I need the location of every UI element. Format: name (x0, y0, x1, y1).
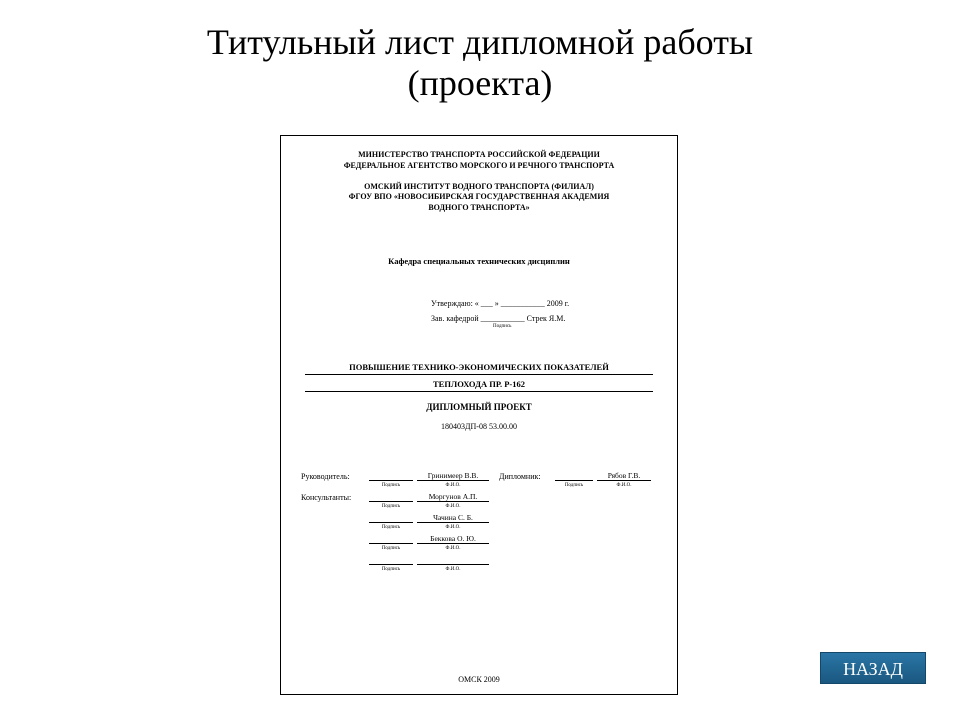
sig-sub-row: Подпись Ф.И.О. Подпись Ф.И.О. (301, 483, 657, 488)
institute-line2: ФГОУ ВПО «НОВОСИБИРСКАЯ ГОСУДАРСТВЕННАЯ … (301, 192, 657, 203)
ministry-line1: МИНИСТЕРСТВО ТРАНСПОРТА РОССИЙСКОЙ ФЕДЕР… (301, 150, 657, 161)
doc-header-institute: ОМСКИЙ ИНСТИТУТ ВОДНОГО ТРАНСПОРТА (ФИЛИ… (301, 182, 657, 214)
sig-row-consultant1: Консультанты: Моргунов А.П. (301, 492, 657, 502)
name-c1: Моргунов А.П. (417, 492, 489, 502)
sign-field (369, 514, 413, 523)
name-supervisor: Гринимеер В.В. (417, 471, 489, 481)
department-line: Кафедра специальных технических дисципли… (301, 256, 657, 266)
sig-sub-row: Подпись Ф.И.О. (301, 504, 657, 509)
sub-fio: Ф.И.О. (417, 504, 489, 509)
sub-fio: Ф.И.О. (417, 567, 489, 572)
title-line2: (проекта) (408, 63, 553, 103)
sign-field (555, 472, 593, 481)
sig-row-consultant3: Беккова О. Ю. (301, 534, 657, 544)
name-c4 (417, 555, 489, 565)
sig-row-consultant2: Чачина С. Б. (301, 513, 657, 523)
sign-field (369, 535, 413, 544)
role-supervisor: Руководитель: (301, 472, 369, 481)
sign-field (369, 472, 413, 481)
approve-sub: Подпись (431, 326, 657, 328)
sub-fio: Ф.И.О. (417, 483, 489, 488)
institute-line3: ВОДНОГО ТРАНСПОРТА» (301, 203, 657, 214)
approve-head-line: Зав. кафедрой ___________ Стрек Я.М. (431, 311, 657, 326)
slide-title: Титульный лист дипломной работы (проекта… (0, 0, 960, 105)
doc-code: 180403ДП-08 53.00.00 (301, 422, 657, 431)
name-c3: Беккова О. Ю. (417, 534, 489, 544)
sign-field (369, 493, 413, 502)
topic-line2: ТЕПЛОХОДА ПР. Р-162 (305, 375, 653, 392)
sub-sign: Подпись (369, 567, 413, 572)
sig-row-consultant4 (301, 555, 657, 565)
sub-sign: Подпись (369, 546, 413, 551)
sub-sign: Подпись (369, 483, 413, 488)
sub-fio: Ф.И.О. (417, 546, 489, 551)
doc-type: ДИПЛОМНЫЙ ПРОЕКТ (301, 402, 657, 412)
doc-footer: ОМСК 2009 (281, 675, 677, 684)
topic-line1: ПОВЫШЕНИЕ ТЕХНИКО-ЭКОНОМИЧЕСКИХ ПОКАЗАТЕ… (305, 362, 653, 375)
topic-block: ПОВЫШЕНИЕ ТЕХНИКО-ЭКОНОМИЧЕСКИХ ПОКАЗАТЕ… (301, 362, 657, 392)
doc-header-ministry: МИНИСТЕРСТВО ТРАНСПОРТА РОССИЙСКОЙ ФЕДЕР… (301, 150, 657, 172)
ministry-line2: ФЕДЕРАЛЬНОЕ АГЕНТСТВО МОРСКОГО И РЕЧНОГО… (301, 161, 657, 172)
sub-sign: Подпись (369, 525, 413, 530)
signatures-block: Руководитель: Гринимеер В.В. Дипломник: … (301, 471, 657, 572)
role-consultants: Консультанты: (301, 493, 369, 502)
approval-block: Утверждаю: « ___ » ___________ 2009 г. З… (301, 296, 657, 328)
sub-sign: Подпись (555, 483, 593, 488)
sig-sub-row: Подпись Ф.И.О. (301, 546, 657, 551)
name-student: Рябов Г.В. (597, 471, 651, 481)
back-button[interactable]: НАЗАД (820, 652, 926, 684)
document-preview: МИНИСТЕРСТВО ТРАНСПОРТА РОССИЙСКОЙ ФЕДЕР… (280, 135, 678, 695)
title-line1: Титульный лист дипломной работы (207, 22, 753, 62)
sig-sub-row: Подпись Ф.И.О. (301, 567, 657, 572)
sign-field (369, 556, 413, 565)
sub-fio: Ф.И.О. (597, 483, 651, 488)
approve-date-line: Утверждаю: « ___ » ___________ 2009 г. (431, 296, 657, 311)
sub-sign: Подпись (369, 504, 413, 509)
sub-fio: Ф.И.О. (417, 525, 489, 530)
sig-sub-row: Подпись Ф.И.О. (301, 525, 657, 530)
role-student: Дипломник: (499, 472, 555, 481)
sig-row-supervisor: Руководитель: Гринимеер В.В. Дипломник: … (301, 471, 657, 481)
institute-line1: ОМСКИЙ ИНСТИТУТ ВОДНОГО ТРАНСПОРТА (ФИЛИ… (301, 182, 657, 193)
name-c2: Чачина С. Б. (417, 513, 489, 523)
